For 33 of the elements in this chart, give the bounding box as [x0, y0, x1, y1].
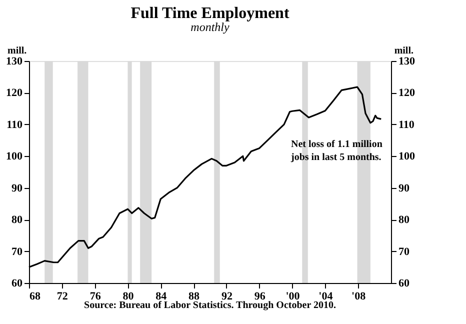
y2-tick-label: 80: [398, 214, 410, 226]
source-note: Source: Bureau of Labor Statistics. Through October 2010.: [84, 300, 336, 311]
chart-subtitle: monthly: [190, 20, 230, 34]
y2-tick-label: 110: [398, 118, 415, 131]
x-tick-label: 72: [56, 290, 68, 302]
y2-tick-label: 130: [398, 56, 416, 68]
y-tick-label: 70: [12, 246, 23, 258]
y-tick-label: 130: [6, 56, 23, 68]
chart-title: Full Time Employment: [130, 5, 290, 22]
x-tick-label: 68: [30, 290, 41, 302]
x-tick-label: '00: [286, 290, 300, 302]
y2-tick-label: 90: [398, 182, 410, 194]
x-tick-label: 76: [90, 290, 102, 302]
annotation: Net loss of 1.1 million jobs in last 5 months.: [290, 139, 383, 163]
y-axis-title: mill.: [8, 46, 28, 56]
y-tick-label: 60: [12, 278, 23, 290]
y-tick-label: 90: [12, 182, 23, 194]
y-tick-label: 120: [6, 87, 23, 100]
y2-axis-title: mill.: [394, 46, 414, 56]
x-tick-label: 96: [254, 290, 266, 302]
x-tick-label: 92: [221, 290, 233, 302]
y2-tick-label: 60: [398, 278, 410, 290]
y2-tick-label: 100: [398, 150, 416, 163]
x-tick-label: '08: [352, 290, 366, 302]
y2-tick-label: 70: [398, 246, 410, 258]
x-tick-label: 80: [122, 290, 134, 302]
y-tick-label: 110: [6, 118, 23, 131]
x-tick-label: '04: [318, 290, 334, 302]
x-tick-label: 88: [188, 290, 200, 302]
x-tick-label: 84: [156, 290, 168, 302]
y-tick-label: 80: [12, 214, 23, 226]
y2-tick-label: 120: [398, 87, 416, 100]
y-tick-label: 100: [6, 150, 23, 163]
